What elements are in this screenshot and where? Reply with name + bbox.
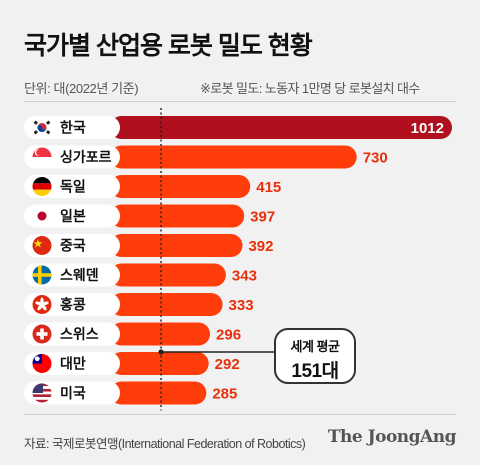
singapore-flag-icon [32,147,52,167]
chart-row: 홍콩 333 [24,293,254,316]
sweden-flag-icon [32,265,52,285]
bar-4 [110,204,245,228]
japan-flag-icon [32,206,52,226]
country-label: 대만 [60,356,86,372]
value-label: 415 [256,179,281,196]
bar-3 [110,175,251,198]
value-label: 1012 [411,120,444,137]
page-title: 국가별 산업용 로봇 밀도 현황 [24,32,313,60]
chart-row: 싱가포르 730 [24,145,388,169]
value-label: 333 [229,297,254,314]
bar-2 [110,145,357,169]
chart-row: 미국 285 [24,381,237,405]
bar-10 [110,381,207,405]
callout-label: 세계 평균 [290,339,340,354]
value-label: 397 [250,209,275,226]
value-label: 730 [363,150,388,167]
world-average-marker [158,349,164,355]
chart-row: 독일 415 [24,175,281,198]
taiwan-flag-icon [32,354,52,373]
chart-row: 대만 292 [24,352,240,375]
country-label: 일본 [60,208,86,224]
value-label: 296 [216,327,241,344]
country-label: 미국 [60,385,86,401]
germany-flag-icon [32,177,52,196]
bar-6 [110,263,226,287]
country-label: 한국 [60,120,86,136]
country-label: 홍콩 [60,297,86,313]
country-label: 스웨덴 [60,267,99,283]
hong-kong-flag-icon [32,295,52,314]
switzerland-flag-icon [32,324,52,344]
country-label: 스위스 [60,326,99,342]
definition-note: ※로봇 밀도: 노동자 1만명 당 로봇설치 대수 [200,81,420,96]
unit-note: 단위: 대(2022년 기준) [24,81,139,96]
value-label: 392 [248,238,273,255]
source-note: 자료: 국제로봇연맹(International Federation of R… [24,437,306,451]
chart-row: 한국 1012 [24,116,452,139]
country-label: 싱가포르 [60,149,112,165]
chart-row: 스웨덴 343 [24,263,257,287]
chart-row: 일본 397 [24,204,275,228]
chart-row: 중국 392 [24,234,274,257]
value-label: 285 [212,386,237,403]
callout-value: 151대 [291,361,339,382]
value-label: 292 [215,356,240,373]
publisher-logo: The JoongAng [327,427,457,447]
country-label: 독일 [60,179,86,195]
value-label: 343 [232,268,257,285]
south-korea-flag-icon [32,118,52,137]
footer-divider [24,414,456,415]
bar-8 [110,322,211,346]
bar-9 [110,352,209,375]
usa-flag-icon [32,383,52,403]
china-flag-icon [32,236,52,255]
bar-5 [110,234,243,257]
world-average-callout: 세계 평균 151대 [274,328,356,384]
bar-7 [110,293,223,316]
chart-row: 스위스 296 [24,322,241,346]
header-divider [24,101,456,102]
country-label: 중국 [60,238,86,254]
bar-1 [110,116,452,139]
